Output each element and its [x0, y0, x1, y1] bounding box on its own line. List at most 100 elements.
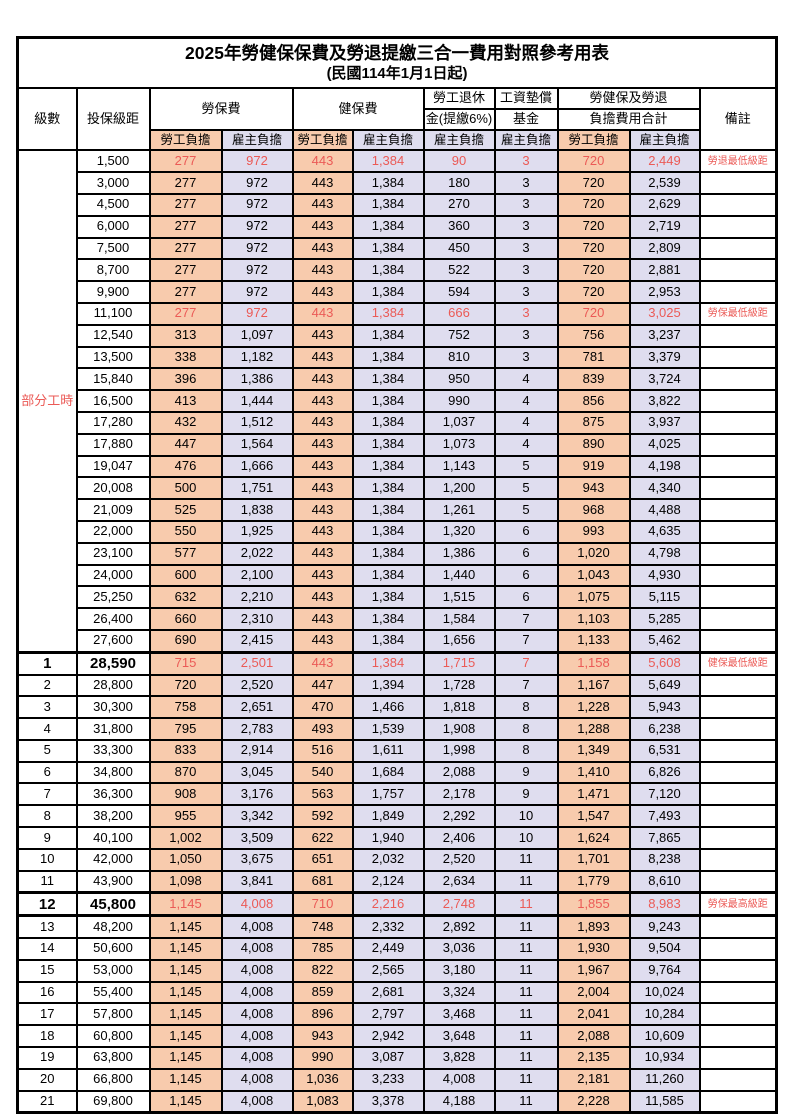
cell-remark	[698, 937, 778, 961]
cell-bracket: 28,590	[75, 650, 151, 676]
cell-total-employer: 2,449	[628, 149, 701, 174]
cell-remark: 健保最低級距	[698, 650, 778, 676]
cell-grade: 14	[16, 937, 78, 961]
cell-wage-fund-employer: 7	[493, 650, 559, 676]
cell-bracket: 30,300	[75, 695, 151, 720]
table-row: 10 42,000 1,050 3,675 651 2,032 2,520 11 1,701 8,…	[16, 847, 778, 872]
cell-labor-insurance-employer: 2,415	[220, 628, 294, 654]
cell-health-insurance-employee: 443	[291, 236, 354, 261]
table-row: 11,100 277 972 443 1,384 666 3 720 3,025 勞保最低級距	[18, 301, 778, 326]
cell-labor-insurance-employer: 3,342	[220, 804, 294, 829]
cell-total-employee: 1,410	[556, 760, 631, 785]
cell-pension-employer: 1,584	[422, 607, 496, 631]
cell-bracket: 60,800	[75, 1024, 151, 1049]
header-wage-fund-employer-share: 雇主負擔	[493, 129, 559, 152]
cell-remark	[698, 607, 778, 631]
cell-total-employer: 5,943	[628, 695, 701, 720]
cell-labor-insurance-employee: 525	[148, 498, 223, 522]
cell-labor-insurance-employee: 1,002	[148, 826, 223, 850]
cell-wage-fund-employer: 3	[493, 258, 559, 283]
cell-labor-insurance-employer: 972	[220, 236, 294, 261]
cell-labor-insurance-employee: 277	[148, 236, 223, 261]
cell-bracket: 3,000	[75, 171, 151, 195]
cell-health-insurance-employer: 1,384	[351, 301, 425, 326]
table-row: 16,500 413 1,444 443 1,384 990 4 856 3,822	[18, 389, 778, 413]
table-row: 部分工時 1,500 277 972 443 1,384 90 3 720 2,449 勞退最低級距	[16, 149, 778, 654]
cell-total-employer: 4,635	[628, 519, 701, 544]
cell-pension-employer: 2,178	[422, 782, 496, 807]
cell-health-insurance-employee: 443	[291, 149, 354, 174]
cell-remark	[698, 498, 778, 522]
table-row: 2 28,800 720 2,520 447 1,394 1,728 7 1,167 5,649	[16, 673, 778, 698]
cell-wage-fund-employer: 9	[493, 782, 559, 807]
cell-bracket: 50,600	[75, 937, 151, 961]
cell-remark	[698, 1002, 778, 1027]
cell-wage-fund-employer: 4	[493, 410, 559, 435]
cell-total-employer: 4,198	[628, 454, 701, 479]
cell-remark	[698, 980, 778, 1005]
cell-bracket: 66,800	[75, 1067, 151, 1092]
cell-health-insurance-employee: 443	[291, 650, 354, 676]
table-row: 5 33,300 833 2,914 516 1,611 1,998 8 1,349 6,531	[16, 738, 778, 763]
cell-labor-insurance-employee: 447	[148, 432, 223, 457]
cell-bracket: 42,000	[75, 847, 151, 872]
cell-wage-fund-employer: 7	[493, 673, 559, 698]
cell-labor-insurance-employee: 690	[148, 628, 223, 654]
cell-total-employee: 839	[556, 367, 631, 392]
cell-wage-fund-employer: 11	[493, 1024, 559, 1049]
cell-health-insurance-employer: 1,384	[351, 650, 425, 676]
cell-health-insurance-employee: 822	[291, 958, 354, 983]
cell-pension-employer: 3,036	[422, 937, 496, 961]
cell-health-insurance-employer: 1,849	[351, 804, 425, 829]
cell-labor-insurance-employee: 870	[148, 760, 223, 785]
cell-remark	[698, 695, 778, 720]
cell-remark	[698, 432, 778, 457]
cell-labor-insurance-employee: 277	[148, 214, 223, 239]
table-row: 11 43,900 1,098 3,841 681 2,124 2,634 11 1,779 8,…	[16, 869, 778, 894]
cell-labor-insurance-employer: 1,838	[220, 498, 294, 522]
header-li-employee-share: 勞工負擔	[148, 129, 223, 152]
title-cell: 2025年勞健保保費及勞退提繳三合一費用對照參考用表 (民國114年1月1日起)	[16, 36, 778, 90]
cell-labor-insurance-employee: 476	[148, 454, 223, 479]
cell-health-insurance-employer: 3,378	[351, 1089, 425, 1114]
cell-labor-insurance-employee: 432	[148, 410, 223, 435]
cell-labor-insurance-employee: 1,145	[148, 891, 223, 918]
cell-wage-fund-employer: 11	[493, 869, 559, 894]
cell-pension-employer: 2,520	[422, 847, 496, 872]
cell-pension-employer: 810	[422, 345, 496, 370]
cell-grade: 15	[16, 958, 78, 983]
cell-pension-employer: 1,908	[422, 717, 496, 741]
cell-health-insurance-employer: 1,384	[351, 454, 425, 479]
cell-pension-employer: 1,715	[422, 650, 496, 676]
cell-pension-employer: 2,748	[422, 891, 496, 918]
cell-labor-insurance-employee: 277	[148, 149, 223, 174]
cell-pension-employer: 360	[422, 214, 496, 239]
cell-labor-insurance-employer: 1,182	[220, 345, 294, 370]
table-row: 13,500 338 1,182 443 1,384 810 3 781 3,379	[18, 345, 778, 370]
cell-pension-employer: 1,143	[422, 454, 496, 479]
cell-pension-employer: 1,320	[422, 519, 496, 544]
cell-labor-insurance-employee: 795	[148, 717, 223, 741]
table-row: 27,600 690 2,415 443 1,384 1,656 7 1,133 5,462	[18, 628, 778, 654]
cell-total-employer: 10,609	[628, 1024, 701, 1049]
cell-labor-insurance-employee: 715	[148, 650, 223, 676]
cell-health-insurance-employer: 2,216	[351, 891, 425, 918]
cell-remark	[698, 1089, 778, 1114]
cell-health-insurance-employer: 2,032	[351, 847, 425, 872]
cell-wage-fund-employer: 3	[493, 236, 559, 261]
cell-wage-fund-employer: 6	[493, 541, 559, 566]
cell-health-insurance-employee: 443	[291, 628, 354, 654]
cell-bracket: 21,009	[75, 498, 151, 522]
cell-labor-insurance-employee: 1,145	[148, 1046, 223, 1070]
cell-wage-fund-employer: 11	[493, 914, 559, 940]
cell-labor-insurance-employer: 2,100	[220, 563, 294, 588]
cell-total-employee: 1,624	[556, 826, 631, 850]
cell-remark	[698, 171, 778, 195]
header-pension-line2: 金(提繳6%)	[422, 108, 496, 132]
cell-health-insurance-employer: 1,384	[351, 323, 425, 348]
cell-labor-insurance-employer: 1,564	[220, 432, 294, 457]
cell-wage-fund-employer: 9	[493, 760, 559, 785]
cell-bracket: 23,100	[75, 541, 151, 566]
cell-health-insurance-employer: 1,611	[351, 738, 425, 763]
cell-total-employer: 4,798	[628, 541, 701, 566]
